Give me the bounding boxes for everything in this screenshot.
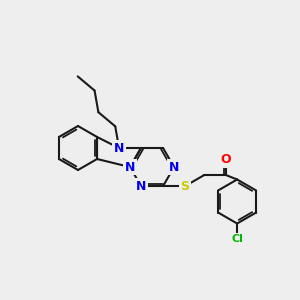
Text: N: N	[125, 160, 135, 174]
Text: Cl: Cl	[231, 234, 243, 244]
Text: N: N	[114, 142, 124, 154]
Text: S: S	[181, 180, 190, 193]
Text: O: O	[221, 153, 231, 166]
Text: N: N	[169, 160, 179, 174]
Text: N: N	[136, 180, 146, 193]
